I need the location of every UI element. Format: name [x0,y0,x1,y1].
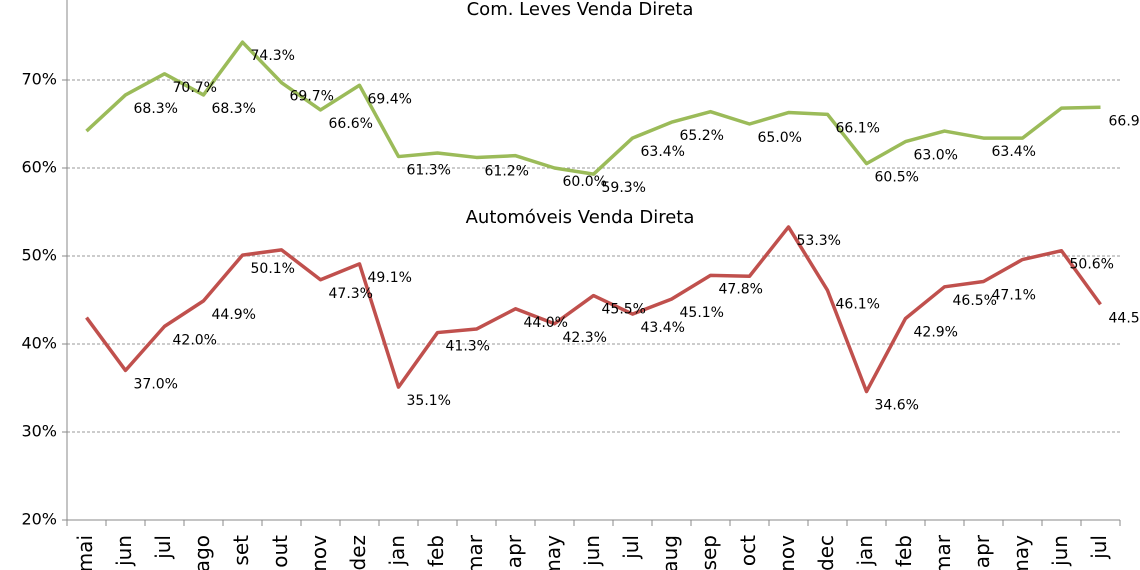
data-label: 65.0% [758,130,802,146]
data-label: 34.6% [875,398,919,414]
data-label: 65.2% [680,128,724,144]
x-tick-label: jan [385,535,409,567]
data-label: 49.1% [368,270,412,286]
data-label: 46.5% [953,293,997,309]
data-label: 47.8% [719,281,763,297]
x-tick-label: set [229,535,253,566]
series-line [85,225,1102,394]
y-tick-label: 50% [21,246,57,265]
data-label: 68.3% [212,101,256,117]
data-label: 44.5% [1109,310,1140,326]
x-tick-label: feb [424,535,448,567]
data-label: 61.2% [485,163,529,179]
data-label: 69.4% [368,91,412,107]
data-label: 63.4% [992,144,1036,160]
data-label: 45.1% [680,305,724,321]
data-label: 50.6% [1070,257,1114,273]
x-tick-label: jun [580,535,604,567]
data-label: 66.6% [329,116,373,132]
data-label: 63.0% [914,148,958,164]
x-tick-label: jan [853,535,877,567]
x-tick-label: aug [658,535,682,570]
data-label: 47.1% [992,288,1036,304]
data-label: 60.5% [875,170,919,186]
data-label: 43.4% [641,320,685,336]
x-tick-label: jul [1087,535,1111,560]
data-label: 74.3% [251,48,295,64]
data-label: 63.4% [641,144,685,160]
data-label: 46.1% [836,296,880,312]
y-tick-label: 40% [21,334,57,353]
data-label: 61.3% [407,163,451,179]
data-label: 53.3% [797,233,841,249]
x-tick-label: dez [346,535,370,570]
data-label: 42.3% [563,330,607,346]
x-tick-label: mai [73,535,97,570]
x-tick-label: sep [697,535,721,570]
data-label: 42.0% [173,332,217,348]
data-label: 37.0% [134,376,178,392]
y-tick-label: 70% [21,70,57,89]
data-label: 44.9% [212,307,256,323]
data-label: 41.3% [446,339,490,355]
x-tick-label: jul [619,535,643,560]
series-title: Com. Leves Venda Direta [467,0,694,20]
x-tick-label: nov [307,535,331,570]
x-tick-label: apr [502,534,526,568]
x-tick-label: mar [931,534,955,570]
x-tick-label: oct [736,535,760,566]
x-tick-label: feb [892,535,916,567]
data-label: 45.5% [602,302,646,318]
x-tick-label: nov [775,535,799,570]
x-tick-label: out [268,535,292,568]
y-tick-label: 60% [21,158,57,177]
data-label: 59.3% [602,180,646,196]
data-label: 42.9% [914,324,958,340]
x-tick-label: dec [814,535,838,570]
data-label: 66.1% [836,120,880,136]
data-label: 47.3% [329,286,373,302]
data-label: 35.1% [407,393,451,409]
data-label: 60.0% [563,174,607,190]
x-tick-label: mar [463,534,487,570]
data-label: 68.3% [134,101,178,117]
data-label: 70.7% [173,80,217,96]
x-tick-label: jun [1048,535,1072,567]
data-label: 50.1% [251,261,295,277]
data-label: 66.9% [1109,113,1140,129]
series-title: Automóveis Venda Direta [466,207,695,228]
x-tick-label: apr [970,534,994,568]
x-tick-label: ago [190,535,214,570]
x-tick-label: may [541,535,565,570]
y-tick-label: 30% [21,422,57,441]
x-tick-label: jul [151,535,175,560]
x-tick-label: jun [112,535,136,567]
data-label: 69.7% [290,89,334,105]
x-tick-label: may [1009,535,1033,570]
y-tick-label: 20% [21,510,57,529]
data-label: 44.0% [524,315,568,331]
series-line [85,40,1101,176]
